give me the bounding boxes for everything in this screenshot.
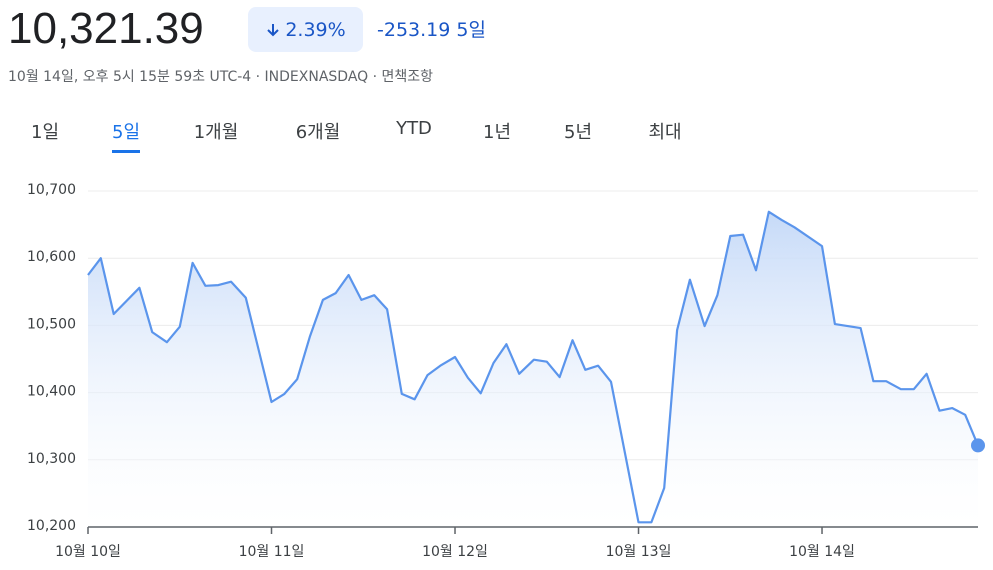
y-tick-label: 10,300	[27, 451, 76, 467]
change-value: -253.19	[377, 19, 451, 41]
range-tab[interactable]: 5일	[111, 118, 141, 153]
price: 10,321.39	[8, 4, 204, 53]
range-tab[interactable]: 1일	[30, 122, 60, 143]
range-tab[interactable]: 6개월	[295, 122, 341, 143]
change: -253.19 5일	[377, 15, 486, 42]
range-tab[interactable]: 5년	[563, 122, 593, 143]
change-pct: 2.39%	[285, 18, 346, 41]
x-tick-label: 10월 14일	[789, 544, 855, 560]
range-tab[interactable]: 최대	[648, 122, 682, 143]
last-point	[971, 438, 985, 453]
area	[88, 211, 978, 528]
x-tick-label: 10월 13일	[606, 544, 672, 560]
timestamp: 10월 14일, 오후 5시 15분 59초 UTC-4 · INDEXNASD…	[8, 69, 434, 85]
y-tick-label: 10,500	[27, 316, 76, 332]
range-tab[interactable]: 1개월	[193, 122, 239, 143]
range-tab[interactable]: YTD	[396, 118, 432, 139]
down-arrow	[267, 23, 280, 36]
y-tick-label: 10,200	[27, 518, 76, 534]
y-tick-label: 10,600	[27, 249, 76, 265]
y-tick-label: 10,700	[27, 182, 76, 198]
x-tick-label: 10월 12일	[422, 544, 488, 560]
range-tab[interactable]: 1년	[482, 122, 512, 143]
x-tick-label: 10월 10일	[55, 544, 121, 560]
x-tick-label: 10월 11일	[239, 544, 305, 560]
change-badge: 2.39%	[248, 7, 363, 52]
price-line	[87, 210, 980, 524]
y-tick-label: 10,400	[27, 384, 76, 400]
period: 5일	[456, 19, 486, 41]
